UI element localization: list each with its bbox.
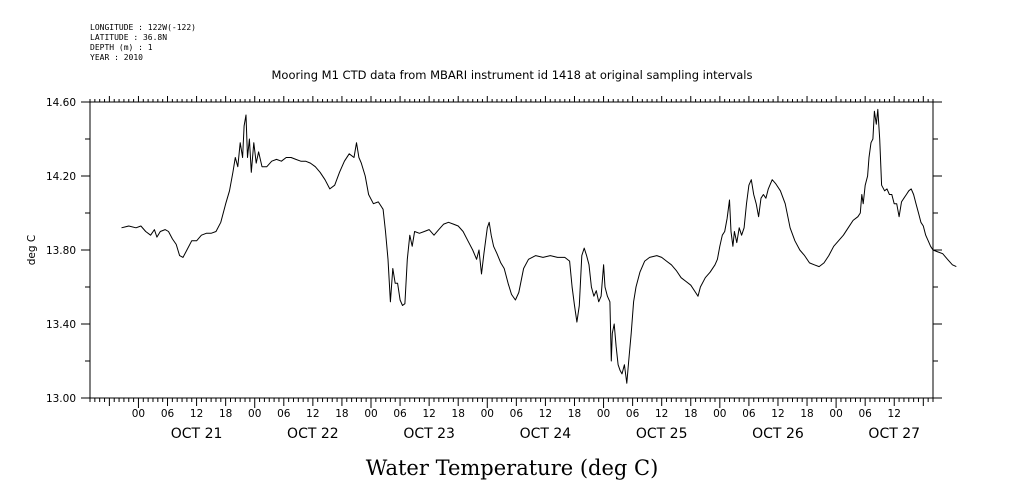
x-hour-label: 12 <box>422 408 435 420</box>
x-hour-label: 00 <box>364 408 377 420</box>
y-axis-ticks: 13.00 13.40 13.80 14.20 14.60 <box>46 97 942 405</box>
x-hour-label: 06 <box>393 408 407 420</box>
x-hour-label: 06 <box>161 408 175 420</box>
x-hour-label: 00 <box>713 408 726 420</box>
x-hour-label: 12 <box>655 408 668 420</box>
y-tick-label: 13.00 <box>46 393 76 405</box>
y-tick-label: 14.60 <box>46 97 76 109</box>
x-day-label: OCT 22 <box>287 426 339 442</box>
x-hour-label: 06 <box>277 408 291 420</box>
plot-frame <box>89 101 934 399</box>
x-hour-label: 06 <box>742 408 756 420</box>
x-hour-label: 12 <box>888 408 901 420</box>
year-label: YEAR : 2010 <box>90 53 143 62</box>
x-day-label: OCT 21 <box>171 426 223 442</box>
x-hour-label: 18 <box>219 408 232 420</box>
x-hour-label: 18 <box>335 408 348 420</box>
x-hour-label: 00 <box>597 408 610 420</box>
x-hour-label: 12 <box>539 408 552 420</box>
chart-title: Mooring M1 CTD data from MBARI instrumen… <box>272 68 753 82</box>
x-hour-label: 18 <box>568 408 581 420</box>
y-tick-label: 13.40 <box>46 319 76 331</box>
depth-label: DEPTH (m) : 1 <box>90 43 153 52</box>
x-axis-title: Water Temperature (deg C) <box>366 456 659 480</box>
x-hour-label: 00 <box>481 408 494 420</box>
x-day-label: OCT 26 <box>752 426 804 442</box>
x-hour-label: 06 <box>858 408 872 420</box>
y-tick-label: 13.80 <box>46 245 76 257</box>
x-hour-label: 12 <box>306 408 319 420</box>
x-hour-label: 06 <box>510 408 524 420</box>
x-hour-label: 00 <box>248 408 261 420</box>
x-hour-label: 18 <box>452 408 465 420</box>
series-line <box>121 108 957 384</box>
x-day-label: OCT 27 <box>868 426 920 442</box>
x-hour-label: 12 <box>190 408 203 420</box>
x-axis-ticks: 00 06 12 18 00 06 12 18 00 06 12 18 00 06 12 18 00 06 12 18… <box>89 96 934 442</box>
x-hour-label: 18 <box>684 408 697 420</box>
x-hour-label: 18 <box>800 408 813 420</box>
y-axis-label: deg C <box>26 235 38 265</box>
x-day-label: OCT 23 <box>403 426 455 442</box>
series-layer <box>121 108 957 384</box>
x-hour-label: 12 <box>771 408 784 420</box>
y-tick-label: 14.20 <box>46 171 76 183</box>
x-hour-label: 00 <box>132 408 145 420</box>
x-hour-label: 06 <box>626 408 640 420</box>
longitude-label: LONGITUDE : 122W(-122) <box>90 23 196 32</box>
latitude-label: LATITUDE : 36.8N <box>90 33 167 42</box>
x-day-label: OCT 24 <box>520 426 572 442</box>
x-hour-label: 00 <box>829 408 842 420</box>
x-day-label: OCT 25 <box>636 426 688 442</box>
